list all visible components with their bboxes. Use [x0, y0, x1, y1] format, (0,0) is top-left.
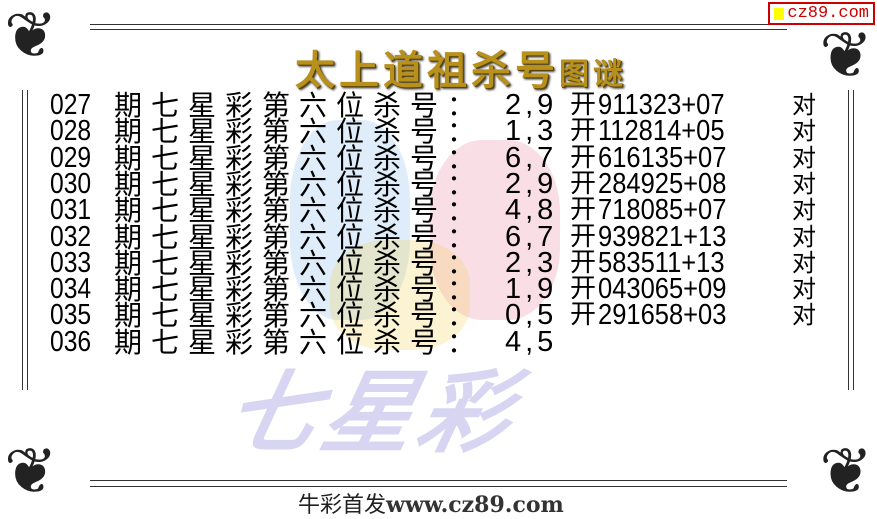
row-dui: 对	[792, 169, 816, 198]
row-period: 035	[50, 299, 92, 332]
row-kai: 开	[570, 300, 597, 331]
row-result: 718085+07	[598, 194, 727, 227]
title-suffix: 图谜	[559, 58, 627, 91]
footer: 牛彩首发www.cz89.com	[298, 487, 564, 519]
row-kill: 0,5	[505, 299, 558, 332]
row-result: 583511+13	[598, 246, 725, 279]
frame-top-line	[90, 24, 787, 25]
bg-shape	[330, 240, 470, 350]
row-kill: 4,8	[505, 194, 558, 227]
row-kai: 开	[570, 116, 597, 147]
bg-shape	[430, 140, 560, 320]
row-dui: 对	[792, 117, 816, 146]
row-result: 112814+05	[598, 115, 725, 148]
row-label: 期七星彩第六位杀号：	[114, 220, 485, 254]
row-dui: 对	[792, 196, 816, 225]
row-period: 030	[50, 167, 92, 200]
floral-corner-icon: ❦	[4, 0, 58, 73]
frame-left-line-2	[27, 90, 28, 390]
row-result: 939821+13	[598, 220, 727, 253]
row-dui: 对	[792, 222, 816, 251]
row-kill: 2,9	[505, 167, 558, 200]
row-dui: 对	[792, 301, 816, 330]
row-kai: 开	[570, 168, 597, 199]
row-label: 期七星彩第六位杀号：	[114, 167, 485, 201]
row-kai: 开	[570, 247, 597, 278]
row-period: 029	[50, 141, 92, 174]
bg-shape	[290, 120, 410, 320]
row-result: 043065+09	[598, 273, 727, 306]
row-kai: 开	[570, 142, 597, 173]
row-dui: 对	[792, 143, 816, 172]
row-kai: 开	[570, 90, 597, 120]
page-title: 太上道祖杀号图谜	[295, 48, 627, 93]
badge-text: cz89.com	[787, 4, 869, 23]
row-label: 期七星彩第六位杀号：	[114, 325, 485, 359]
row-period: 033	[50, 246, 92, 279]
footer-prefix: 牛彩首发	[298, 493, 387, 518]
row-period: 031	[50, 194, 92, 227]
row-label: 期七星彩第六位杀号：	[114, 246, 485, 280]
row-kill: 2,3	[505, 246, 558, 279]
row-result: 291658+03	[598, 299, 727, 332]
floral-corner-icon: ❦	[819, 19, 873, 93]
row-result: 616135+07	[598, 141, 727, 174]
row-period: 036	[50, 325, 92, 358]
frame-top-line-2	[90, 29, 787, 30]
row-kill: 1,3	[505, 115, 558, 148]
badge-square-icon	[774, 7, 785, 20]
row-label: 期七星彩第六位杀号：	[114, 273, 485, 307]
row-kai: 开	[570, 195, 597, 226]
row-period: 034	[50, 273, 92, 306]
site-badge[interactable]: cz89.com	[768, 2, 875, 25]
frame-bottom-line-2	[90, 486, 787, 487]
row-period: 028	[50, 115, 92, 148]
row-kill: 1,9	[505, 273, 558, 306]
row-result: 284925+08	[598, 167, 727, 200]
row-kill: 4,5	[505, 325, 558, 358]
frame-left-line	[22, 90, 23, 390]
watermark-logo: 七星彩	[217, 361, 528, 466]
floral-corner-icon: ❦	[4, 435, 58, 509]
row-label: 期七星彩第六位杀号：	[114, 299, 485, 333]
footer-url[interactable]: www.cz89.com	[386, 492, 564, 518]
row-dui: 对	[792, 275, 816, 304]
row-result: 911323+07	[598, 89, 725, 121]
row-dui: 对	[792, 248, 816, 277]
floral-corner-icon: ❦	[819, 435, 873, 509]
row-kill: 2,9	[505, 89, 558, 121]
row-label: 期七星彩第六位杀号：	[114, 194, 485, 228]
row-period: 027	[50, 89, 92, 121]
row-kai: 开	[570, 221, 597, 252]
row-period: 032	[50, 220, 92, 253]
row-label: 期七星彩第六位杀号：	[114, 141, 485, 175]
frame-right-line-2	[853, 90, 854, 390]
row-kill: 6,7	[505, 141, 558, 174]
frame-right-line	[848, 90, 849, 390]
row-label: 期七星彩第六位杀号：	[114, 89, 485, 122]
row-kill: 6,7	[505, 220, 558, 253]
row-kai: 开	[570, 274, 597, 305]
row-label: 期七星彩第六位杀号：	[114, 115, 485, 149]
frame-bottom-line	[90, 480, 787, 481]
row-dui: 对	[792, 91, 816, 119]
